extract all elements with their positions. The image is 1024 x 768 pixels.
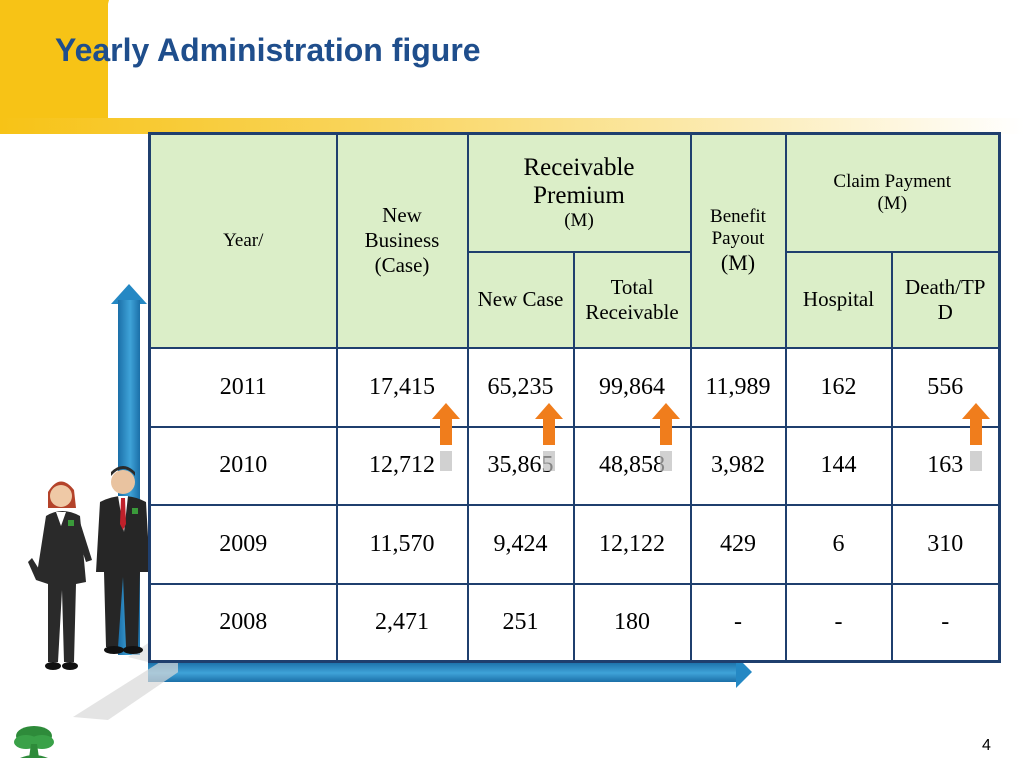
table-row: 2009 11,570 9,424 12,122 429 6 310 <box>148 503 1001 585</box>
slide-title: Yearly Administration figure <box>55 32 481 68</box>
cell-benefit-payout: - <box>689 582 787 663</box>
cell-death-tpd: 310 <box>890 503 1001 585</box>
cell-death-tpd: 163 <box>890 425 1001 506</box>
header-hospital: Hospital <box>784 250 893 349</box>
cell-hospital: - <box>784 582 893 663</box>
cell-benefit-payout: 3,982 <box>689 425 787 506</box>
vertical-axis-arrowhead <box>111 284 147 304</box>
header-new-business: New Business (Case) <box>335 132 469 349</box>
header-receivable-premium: Receivable Premium (M) <box>466 132 692 253</box>
cell-death-tpd: - <box>890 582 1001 663</box>
up-arrow-icon <box>432 403 460 471</box>
horizontal-axis-arrowhead <box>736 656 752 688</box>
horizontal-axis-arrow <box>148 662 738 682</box>
header-total-receivable: Total Receivable <box>572 250 692 349</box>
cell-year: 2010 <box>148 425 338 506</box>
administration-table: Year/ New Business (Case) Receivable Pre… <box>148 132 1001 663</box>
cell-total-receivable: 12,122 <box>572 503 692 585</box>
table-row: 2011 17,415 65,235 99,864 11,989 162 556 <box>148 346 1001 428</box>
page-number: 4 <box>982 737 991 754</box>
cell-year: 2009 <box>148 503 338 585</box>
title-underline-band <box>0 118 1024 134</box>
cell-total-receivable: 180 <box>572 582 692 663</box>
corner-accent-slant <box>75 0 109 130</box>
cell-new-business: 2,471 <box>335 582 469 663</box>
cell-benefit-payout: 429 <box>689 503 787 585</box>
header-benefit-payout: Benefit Payout (M) <box>689 132 787 349</box>
table-row: 2010 12,712 35,865 48,858 3,982 144 163 <box>148 425 1001 506</box>
header-new-case: New Case <box>466 250 575 349</box>
header-death-tpd: Death/TP D <box>890 250 1001 349</box>
cell-new-case: 251 <box>466 582 575 663</box>
cell-new-case: 35,865 <box>466 425 575 506</box>
cell-hospital: 162 <box>784 346 893 428</box>
cell-benefit-payout: 11,989 <box>689 346 787 428</box>
up-arrow-icon <box>652 403 680 471</box>
header-year: Year/ <box>148 132 338 349</box>
up-arrow-icon <box>535 403 563 471</box>
table-row: 2008 2,471 251 180 - - - <box>148 582 1001 663</box>
cell-year: 2008 <box>148 582 338 663</box>
cell-year: 2011 <box>148 346 338 428</box>
cell-hospital: 144 <box>784 425 893 506</box>
cell-new-case: 9,424 <box>466 503 575 585</box>
tree-logo-icon <box>14 726 54 758</box>
up-arrow-icon <box>962 403 990 471</box>
cell-hospital: 6 <box>784 503 893 585</box>
cell-new-business: 11,570 <box>335 503 469 585</box>
header-claim-payment: Claim Payment (M) <box>784 132 1001 253</box>
